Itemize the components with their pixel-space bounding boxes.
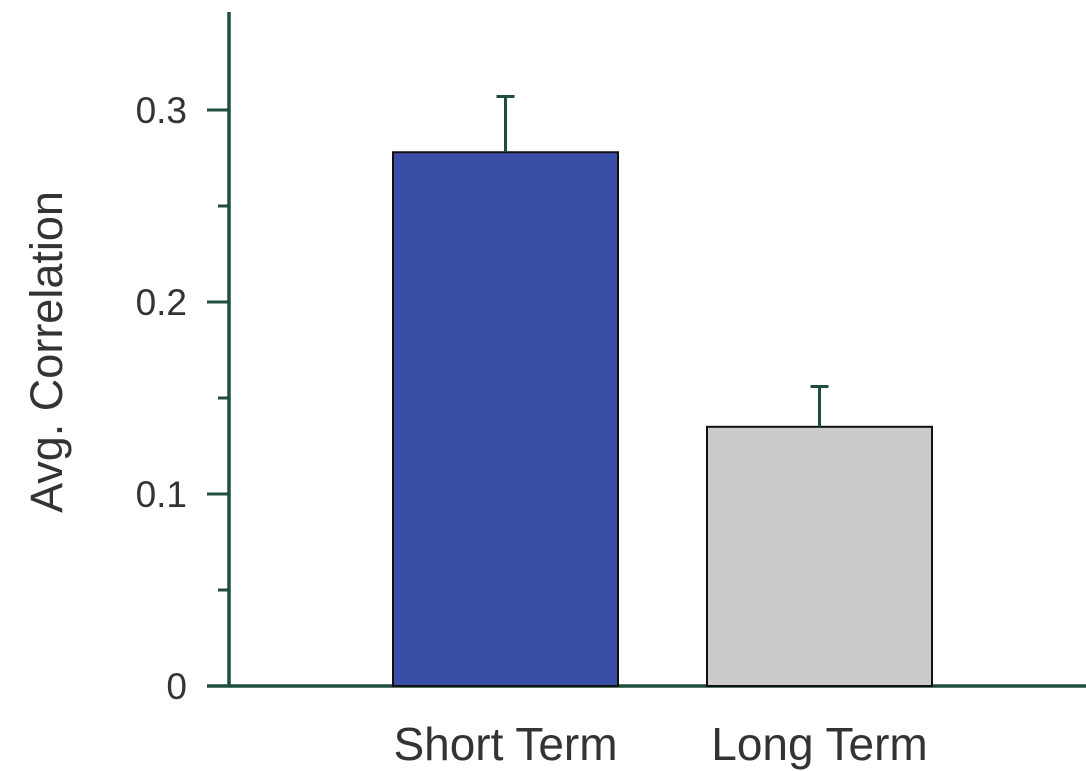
y-tick-labels: 0 0.1 0.2 0.3 bbox=[136, 90, 187, 707]
bars bbox=[392, 151, 933, 688]
bar-short-term bbox=[392, 151, 619, 688]
y-tick-label: 0.2 bbox=[136, 282, 187, 323]
error-bars bbox=[496, 95, 829, 427]
y-tick-label: 0.3 bbox=[136, 90, 187, 131]
x-axis: Short Term Long Term bbox=[207, 684, 1086, 770]
x-tick-label: Short Term bbox=[393, 718, 617, 770]
y-tick-label: 0 bbox=[166, 666, 187, 707]
y-tick-label: 0.1 bbox=[136, 474, 187, 515]
bar-long-term bbox=[706, 425, 933, 687]
y-axis-title: Avg. Correlation bbox=[21, 191, 72, 513]
y-axis: 0 0.1 0.2 0.3 bbox=[136, 12, 231, 707]
x-tick-label: Long Term bbox=[711, 718, 928, 770]
x-tick-labels: Short Term Long Term bbox=[393, 718, 927, 770]
y-ticks bbox=[207, 108, 229, 688]
